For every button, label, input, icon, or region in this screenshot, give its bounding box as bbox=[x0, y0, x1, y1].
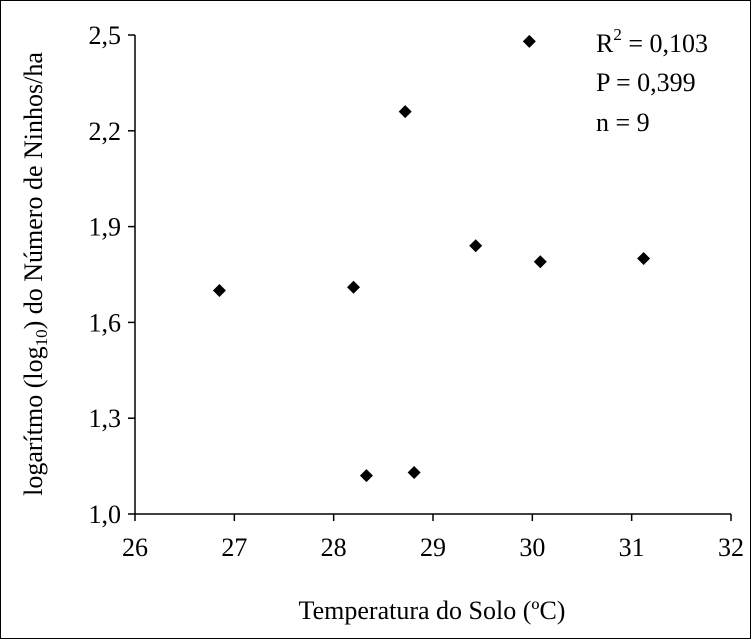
data-point-diamond bbox=[637, 252, 651, 266]
y-tick-label: 1,3 bbox=[89, 404, 122, 433]
x-tick-label: 30 bbox=[519, 533, 545, 562]
r-squared-value: = 0,103 bbox=[622, 29, 708, 58]
y-tick-label: 1,0 bbox=[89, 500, 122, 529]
y-ticks: 1,0 1,3 1,6 1,9 2,2 2,5 bbox=[89, 21, 135, 529]
y-tick-label: 1,9 bbox=[89, 213, 122, 242]
x-ticks: 26 27 28 29 30 31 32 bbox=[122, 514, 744, 562]
x-tick-label: 28 bbox=[321, 533, 347, 562]
r-squared-base: R bbox=[596, 29, 614, 58]
x-tick-label: 26 bbox=[122, 533, 148, 562]
r-squared-superscript: 2 bbox=[613, 25, 622, 44]
x-tick-label: 31 bbox=[619, 533, 645, 562]
data-point-diamond bbox=[398, 105, 412, 119]
y-tick-label: 1,6 bbox=[89, 308, 122, 337]
axes bbox=[134, 35, 731, 515]
y-tick-label: 2,5 bbox=[89, 21, 122, 50]
stats-annotations: R2 = 0,103 P = 0,399 n = 9 bbox=[596, 25, 708, 137]
y-axis-title-rest: ) do Número de Ninhos/ha bbox=[19, 52, 48, 330]
x-tick-label: 32 bbox=[718, 533, 744, 562]
y-axis-title-subscript: 10 bbox=[32, 329, 51, 346]
data-point-diamond bbox=[533, 255, 547, 269]
data-point-diamond bbox=[212, 283, 226, 297]
data-point-diamond bbox=[407, 465, 421, 479]
data-point-diamond bbox=[347, 280, 361, 294]
y-axis-title-main: logarítmo (log bbox=[19, 346, 48, 495]
p-value-label: P = 0,399 bbox=[596, 68, 696, 97]
y-tick-label: 2,2 bbox=[89, 117, 122, 146]
data-point-diamond bbox=[359, 469, 373, 483]
n-label: n = 9 bbox=[596, 108, 650, 137]
x-tick-label: 27 bbox=[221, 533, 247, 562]
data-point-diamond bbox=[522, 34, 536, 48]
data-points bbox=[212, 34, 651, 483]
x-axis-title: Temperatura do Solo (ºC) bbox=[299, 596, 566, 625]
data-point-diamond bbox=[469, 239, 483, 253]
r-squared-label: R2 = 0,103 bbox=[596, 25, 708, 58]
y-axis-title: logarítmo (log10) do Número de Ninhos/ha bbox=[19, 52, 51, 496]
x-tick-label: 29 bbox=[420, 533, 446, 562]
